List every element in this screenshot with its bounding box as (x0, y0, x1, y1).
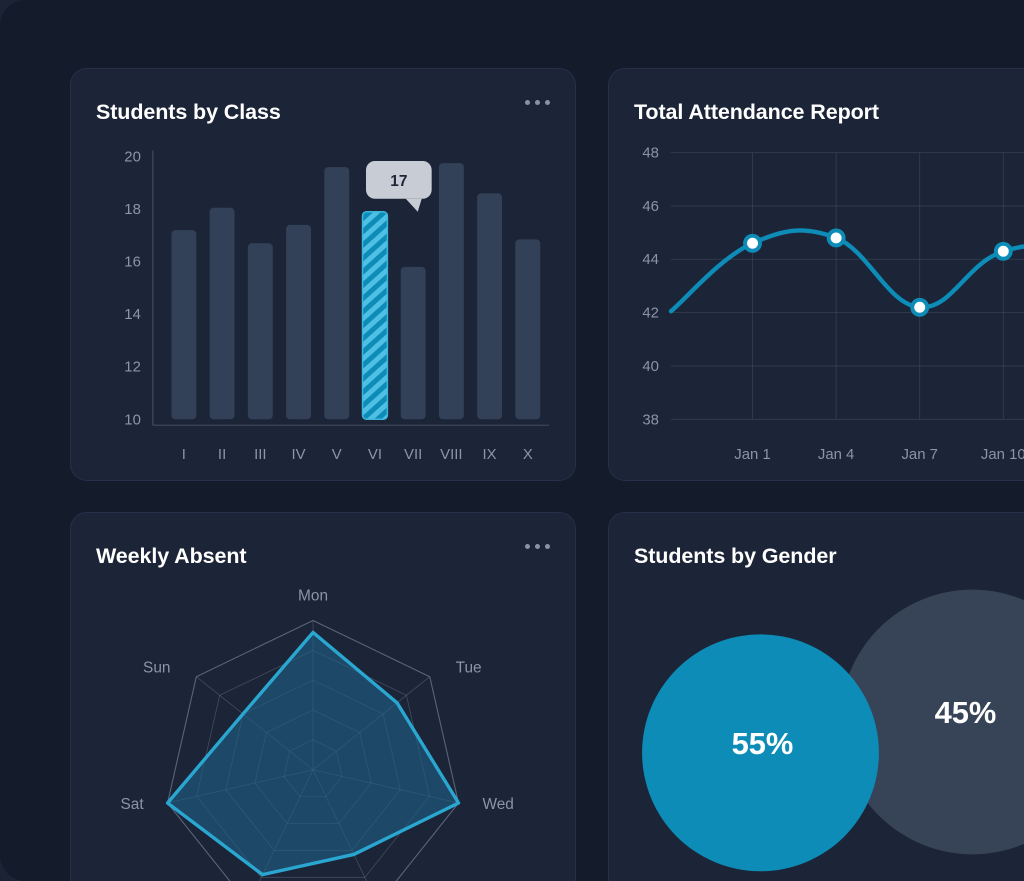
x-axis-tick-label: IX (483, 446, 497, 463)
kebab-dot (535, 543, 540, 549)
bar[interactable] (400, 266, 426, 420)
data-point-marker[interactable] (743, 233, 762, 253)
x-axis-tick-label: Jan 7 (901, 446, 937, 463)
kebab-menu-icon[interactable] (525, 539, 551, 553)
data-point-marker[interactable] (826, 228, 846, 248)
line-series-attendance (668, 228, 1024, 314)
x-axis-tick-label: VIII (440, 446, 462, 463)
x-axis-tick-label: VII (404, 446, 422, 463)
x-axis-tick-label: V (332, 446, 342, 463)
y-axis-tick-label: 12 (124, 359, 141, 376)
data-point-marker[interactable] (993, 241, 1013, 261)
radar-grid-ring (196, 649, 430, 878)
bubble-label-55: 55% (732, 726, 794, 761)
x-axis-tick-label: IV (291, 446, 305, 463)
card-weekly-absent: Weekly Absent MonTueWedThuFriSatSun (70, 512, 576, 881)
bubble-slice-45[interactable] (840, 589, 1024, 855)
y-axis-tick-label: 14 (124, 306, 141, 323)
bar[interactable] (324, 167, 350, 420)
line-chart: 38 40 42 44 46 48 Jan 1 Jan 4 Jan 7 Jan 10 (642, 145, 1024, 463)
x-axis-tick-label: Jan 10 (981, 446, 1024, 463)
kebab-dot (525, 543, 530, 549)
radar-grid-ring (166, 619, 460, 881)
y-axis-tick-label: 42 (642, 305, 659, 322)
y-axis-tick-label: 20 (124, 149, 141, 166)
radar-series-absent (165, 630, 461, 877)
data-point-marker[interactable] (910, 297, 930, 317)
x-axis-tick-label: X (523, 446, 533, 463)
card-students-by-gender: Students by Gender 45% 55% (608, 512, 1024, 881)
bar[interactable] (171, 230, 197, 420)
x-axis-tick-label: I (182, 446, 186, 463)
x-axis-tick-label: II (218, 446, 226, 463)
x-axis-tick-label: Jan 1 (734, 446, 770, 463)
bubble-pie-chart: 45% 55% (642, 589, 1024, 872)
bar[interactable] (209, 207, 235, 420)
bar[interactable] (286, 224, 311, 420)
y-axis-tick-label: 18 (124, 201, 141, 218)
page-title-students-by-class: Students by Class (96, 100, 281, 124)
kebab-dot (545, 99, 550, 105)
page-title-total-attendance-report: Total Attendance Report (634, 100, 879, 124)
bar[interactable] (247, 243, 273, 420)
bar-tooltip: 17 (365, 160, 432, 212)
bubble-slice-55[interactable] (642, 634, 879, 872)
bubble-label-45: 45% (935, 695, 997, 730)
bar[interactable] (438, 163, 464, 420)
kebab-dot (545, 543, 550, 549)
y-axis-tick-label: 40 (642, 358, 659, 375)
bar[interactable] (477, 193, 503, 420)
y-axis-tick-label: 38 (642, 411, 659, 428)
kebab-menu-icon[interactable] (525, 95, 551, 109)
y-axis-tick-label: 44 (642, 251, 659, 268)
bar[interactable] (515, 239, 541, 420)
radar-chart: MonTueWedThuFriSatSun (121, 588, 514, 881)
radar-axis-label: Sat (121, 796, 145, 813)
radar-axis-label: Tue (456, 660, 482, 677)
card-students-by-class: Students by Class 10 12 14 16 18 20 I II III IV V V… (70, 68, 576, 481)
x-axis-tick-label: III (254, 446, 266, 463)
bar-tooltip-value: 17 (390, 173, 407, 190)
bar-highlighted[interactable] (361, 210, 389, 421)
x-axis-tick-label: VI (368, 446, 382, 463)
radar-axis-label: Mon (298, 588, 328, 605)
dashboard-grid: Students by Class 10 12 14 16 18 20 I II III IV V V… (70, 68, 1024, 881)
radar-axis-label: Wed (482, 796, 513, 813)
page-title-students-by-gender: Students by Gender (634, 544, 837, 568)
y-axis-tick-label: 10 (124, 411, 141, 428)
card-total-attendance-report: Total Attendance Report 38 40 42 44 46 48 Jan … (608, 68, 1024, 481)
kebab-dot (535, 99, 540, 105)
x-axis-tick-label: Jan 4 (818, 446, 854, 463)
page-title-weekly-absent: Weekly Absent (96, 544, 247, 568)
y-axis-tick-label: 16 (124, 254, 141, 271)
y-axis-tick-label: 46 (642, 198, 659, 215)
y-axis-tick-label: 48 (642, 145, 659, 162)
kebab-dot (525, 99, 530, 105)
radar-axis-label: Sun (143, 660, 170, 677)
